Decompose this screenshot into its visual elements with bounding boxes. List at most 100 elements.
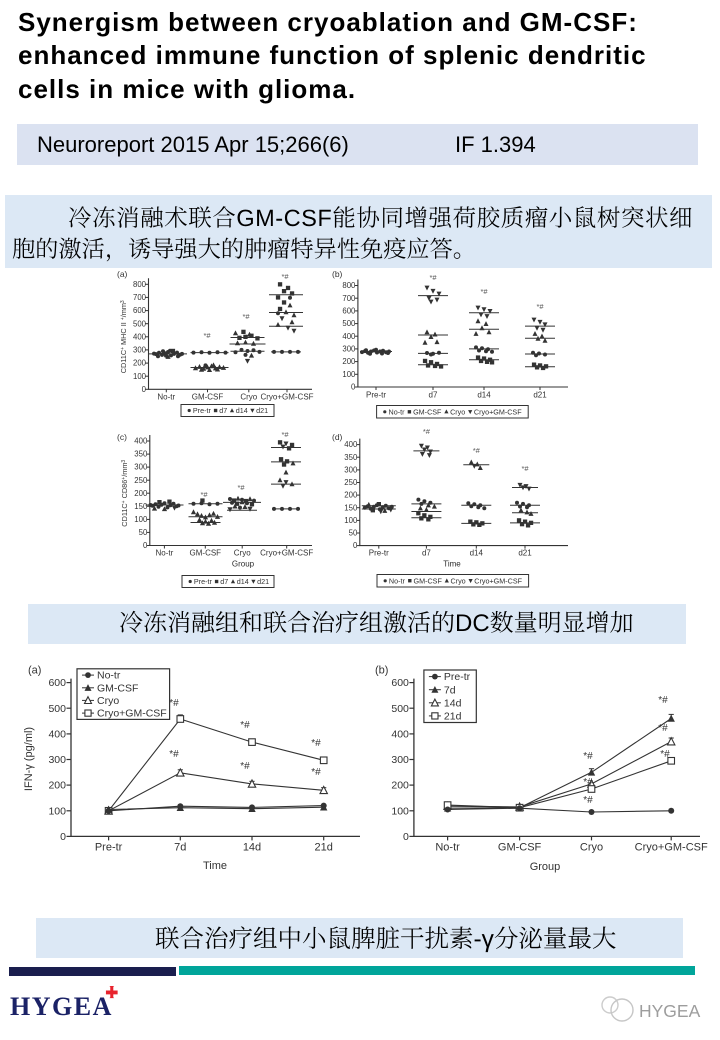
svg-text:Cryo+GM-CSF: Cryo+GM-CSF bbox=[635, 841, 708, 853]
svg-text:600: 600 bbox=[48, 677, 66, 689]
svg-text:Cryo+GM-CSF: Cryo+GM-CSF bbox=[474, 407, 522, 416]
svg-text:*#: *# bbox=[536, 302, 544, 311]
svg-text:100: 100 bbox=[391, 805, 409, 817]
svg-text:d21: d21 bbox=[256, 406, 268, 415]
svg-text:d14: d14 bbox=[237, 577, 249, 586]
svg-text:*#: *# bbox=[281, 430, 289, 439]
svg-text:Cryo: Cryo bbox=[450, 577, 465, 586]
svg-text:21d: 21d bbox=[444, 711, 462, 723]
svg-text:Cryo: Cryo bbox=[580, 841, 603, 853]
svg-text:500: 500 bbox=[48, 703, 66, 715]
svg-text:CD11C+ CD86+/mm3: CD11C+ CD86+/mm3 bbox=[120, 460, 129, 527]
svg-text:*#: *# bbox=[423, 427, 431, 436]
svg-text:d7: d7 bbox=[429, 391, 438, 400]
svg-text:*#: *# bbox=[521, 464, 529, 473]
svg-text:300: 300 bbox=[344, 466, 358, 475]
svg-text:350: 350 bbox=[344, 453, 358, 462]
svg-text:400: 400 bbox=[344, 440, 358, 449]
svg-text:200: 200 bbox=[391, 780, 409, 792]
svg-text:Cryo: Cryo bbox=[97, 695, 119, 707]
svg-text:No-tr: No-tr bbox=[97, 670, 121, 682]
svg-text:700: 700 bbox=[342, 294, 356, 303]
svg-text:(b): (b) bbox=[375, 665, 388, 677]
svg-text:(c): (c) bbox=[117, 432, 127, 442]
svg-text:d14: d14 bbox=[477, 391, 491, 400]
svg-text:*#: *# bbox=[583, 777, 593, 788]
svg-text:d7: d7 bbox=[219, 406, 227, 415]
svg-text:0: 0 bbox=[403, 831, 409, 843]
svg-text:*#: *# bbox=[583, 795, 593, 806]
svg-text:400: 400 bbox=[48, 729, 66, 741]
svg-text:*#: *# bbox=[311, 738, 321, 749]
svg-text:Cryo: Cryo bbox=[240, 393, 257, 402]
svg-text:GM-CSF: GM-CSF bbox=[97, 682, 138, 694]
svg-text:*#: *# bbox=[583, 751, 593, 762]
svg-text:GM-CSF: GM-CSF bbox=[498, 841, 542, 853]
svg-text:*#: *# bbox=[658, 723, 668, 734]
svg-text:*#: *# bbox=[242, 312, 250, 321]
svg-text:Cryo+GM-CSF: Cryo+GM-CSF bbox=[260, 393, 313, 402]
svg-text:400: 400 bbox=[391, 729, 409, 741]
svg-text:800: 800 bbox=[133, 280, 147, 289]
svg-text:50: 50 bbox=[349, 529, 358, 538]
svg-text:200: 200 bbox=[48, 780, 66, 792]
svg-text:Pre-tr: Pre-tr bbox=[193, 406, 212, 415]
svg-text:200: 200 bbox=[342, 357, 356, 366]
svg-text:600: 600 bbox=[342, 307, 356, 316]
svg-text:*#: *# bbox=[203, 331, 211, 340]
svg-text:7d: 7d bbox=[174, 841, 186, 853]
svg-text:400: 400 bbox=[134, 437, 148, 446]
svg-text:0: 0 bbox=[142, 385, 147, 394]
svg-text:400: 400 bbox=[133, 332, 147, 341]
svg-text:*#: *# bbox=[169, 698, 179, 709]
svg-text:600: 600 bbox=[133, 306, 147, 315]
svg-text:IFN-γ (pg/ml): IFN-γ (pg/ml) bbox=[23, 727, 35, 791]
svg-text:(d): (d) bbox=[332, 432, 343, 442]
svg-text:*#: *# bbox=[311, 767, 321, 778]
svg-text:Group: Group bbox=[232, 560, 255, 569]
svg-text:Pre-tr: Pre-tr bbox=[95, 841, 123, 853]
svg-text:CD11C+ MHC II +/mm3: CD11C+ MHC II +/mm3 bbox=[119, 300, 128, 373]
svg-text:No-tr: No-tr bbox=[389, 407, 406, 416]
svg-text:300: 300 bbox=[134, 463, 148, 472]
svg-text:*#: *# bbox=[429, 273, 437, 282]
svg-text:200: 200 bbox=[344, 491, 358, 500]
svg-text:No-tr: No-tr bbox=[389, 577, 406, 586]
svg-text:300: 300 bbox=[342, 345, 356, 354]
svg-text:d21: d21 bbox=[533, 391, 547, 400]
svg-text:100: 100 bbox=[48, 805, 66, 817]
svg-text:*#: *# bbox=[660, 749, 670, 760]
svg-text:300: 300 bbox=[133, 346, 147, 355]
svg-text:(b): (b) bbox=[332, 269, 343, 279]
svg-text:No-tr: No-tr bbox=[156, 549, 174, 558]
svg-text:21d: 21d bbox=[315, 841, 333, 853]
svg-text:300: 300 bbox=[48, 754, 66, 766]
svg-text:7d: 7d bbox=[444, 684, 456, 696]
svg-text:*#: *# bbox=[473, 446, 481, 455]
svg-text:150: 150 bbox=[134, 502, 148, 511]
svg-text:0: 0 bbox=[353, 541, 358, 550]
svg-text:GM-CSF: GM-CSF bbox=[192, 393, 224, 402]
svg-text:Cryo+GM-CSF: Cryo+GM-CSF bbox=[97, 708, 167, 720]
svg-text:d7: d7 bbox=[422, 549, 431, 558]
svg-text:800: 800 bbox=[342, 281, 356, 290]
svg-text:d7: d7 bbox=[220, 577, 228, 586]
svg-text:HYGEA: HYGEA bbox=[639, 1001, 701, 1021]
svg-text:100: 100 bbox=[133, 372, 147, 381]
svg-text:*#: *# bbox=[240, 761, 250, 772]
svg-text:500: 500 bbox=[133, 319, 147, 328]
svg-text:d14: d14 bbox=[236, 406, 248, 415]
svg-text:*#: *# bbox=[480, 287, 488, 296]
svg-text:700: 700 bbox=[133, 293, 147, 302]
svg-text:Cryo: Cryo bbox=[234, 549, 251, 558]
svg-text:*#: *# bbox=[240, 720, 250, 731]
svg-text:Cryo+GM-CSF: Cryo+GM-CSF bbox=[260, 549, 313, 558]
svg-text:500: 500 bbox=[391, 703, 409, 715]
svg-text:No-tr: No-tr bbox=[157, 393, 175, 402]
svg-text:GM-CSF: GM-CSF bbox=[190, 549, 222, 558]
svg-text:300: 300 bbox=[391, 754, 409, 766]
svg-text:d14: d14 bbox=[470, 549, 484, 558]
svg-text:14d: 14d bbox=[444, 697, 462, 709]
svg-text:0: 0 bbox=[351, 383, 356, 392]
svg-text:350: 350 bbox=[134, 450, 148, 459]
